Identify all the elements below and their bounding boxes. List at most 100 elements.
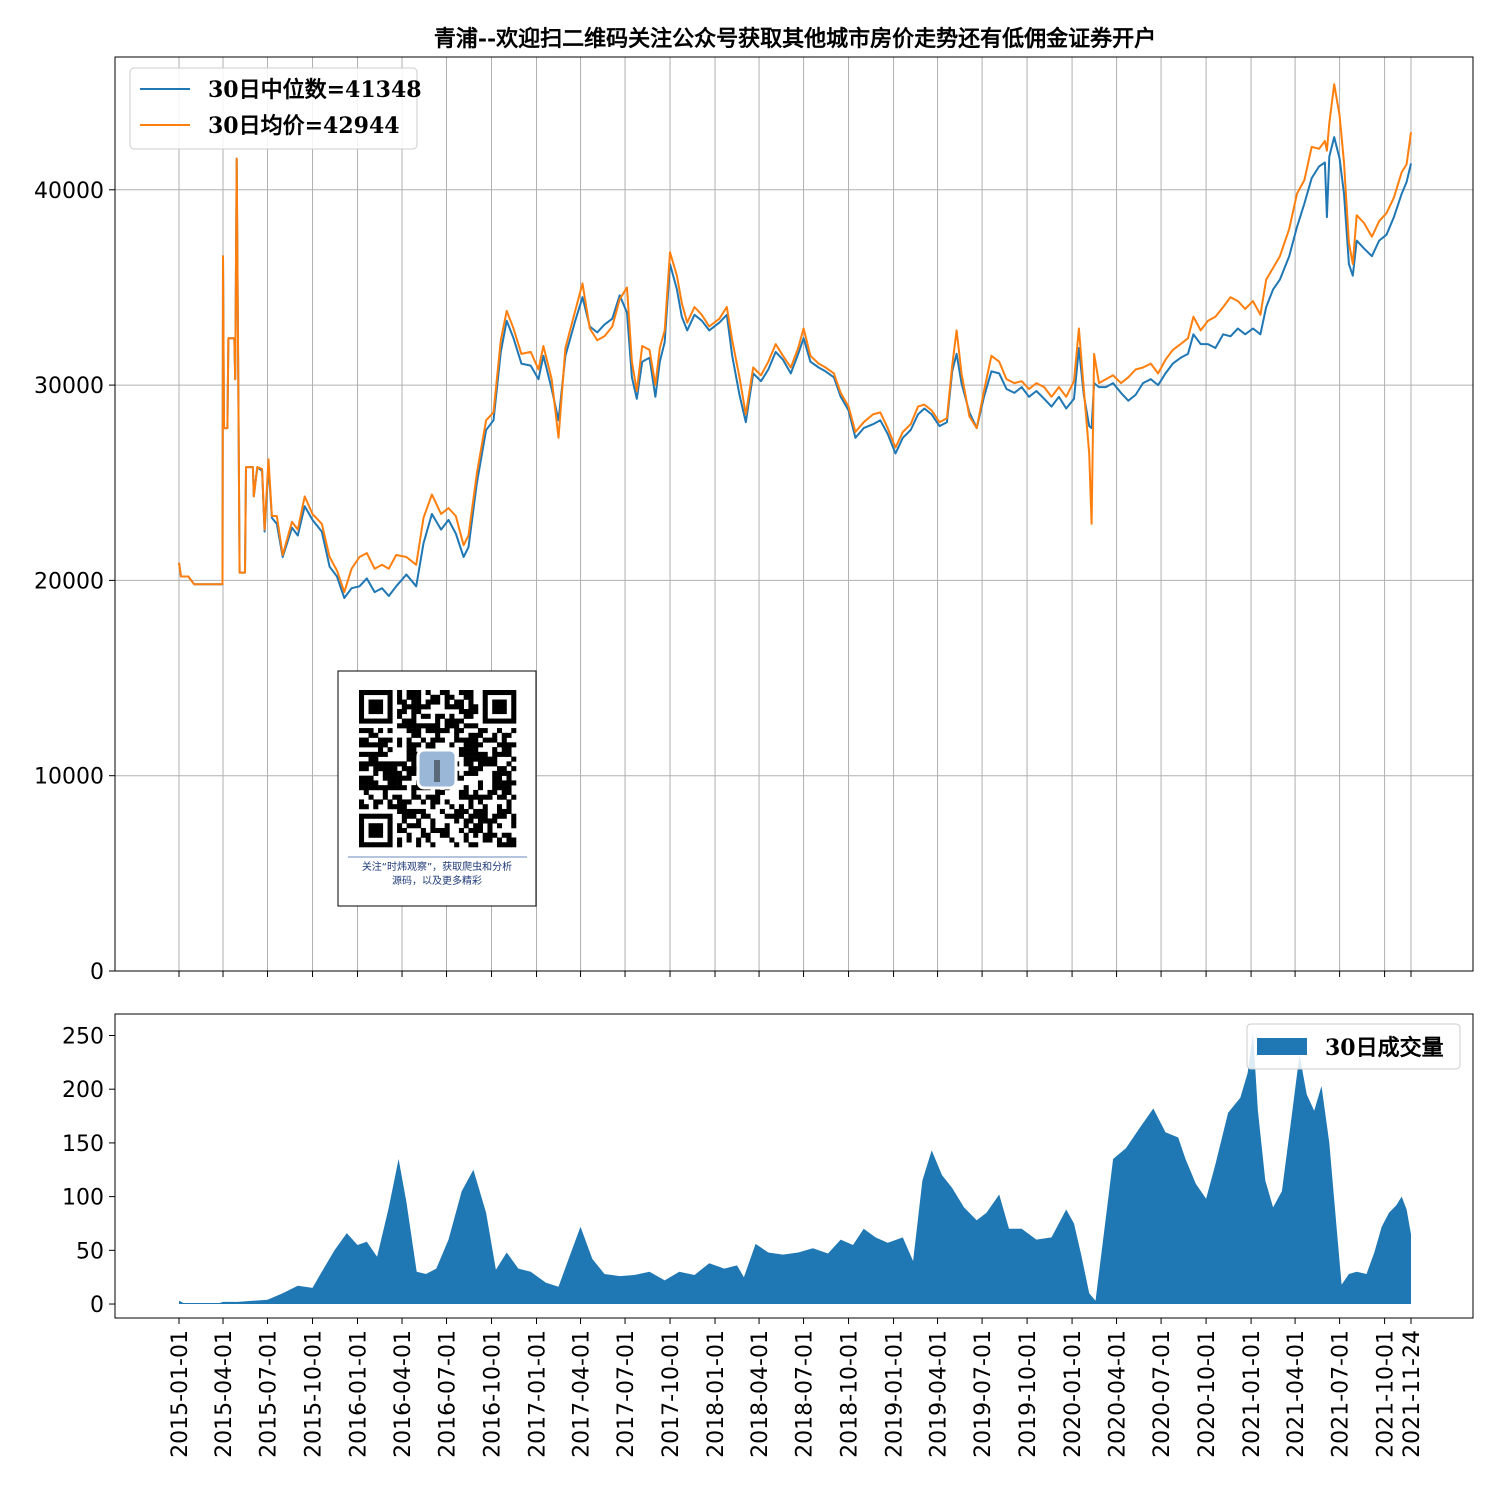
- qr-module: [406, 737, 412, 743]
- qr-module: [430, 699, 436, 705]
- price-y-tick-label: 40000: [34, 179, 104, 204]
- qr-module: [496, 690, 503, 696]
- qr-module: [435, 732, 441, 738]
- qr-module: [501, 747, 507, 753]
- qr-module: [463, 832, 469, 838]
- qr-module: [473, 832, 479, 838]
- qr-module: [501, 794, 507, 800]
- qr-module: [368, 827, 374, 834]
- qr-module: [463, 713, 469, 719]
- qr-module: [430, 742, 436, 748]
- volume-legend: 30日成交量: [1246, 1023, 1461, 1070]
- qr-module: [468, 794, 474, 800]
- qr-module: [454, 704, 460, 710]
- qr-module: [468, 842, 474, 848]
- qr-module: [444, 704, 450, 710]
- legend-label-mean: 30日均价=42944: [208, 113, 400, 139]
- qr-module: [406, 837, 412, 843]
- qr-module: [397, 737, 403, 743]
- qr-module: [463, 742, 469, 748]
- qr-module: [373, 780, 379, 786]
- qr-module: [411, 813, 417, 819]
- price-plot-frame: [114, 56, 1474, 972]
- volume-area-fill: [179, 1033, 1411, 1304]
- qr-module: [368, 842, 374, 848]
- qr-module: [387, 694, 393, 700]
- qr-module: [401, 766, 407, 772]
- volume-x-tick-label: 2020-04-01: [1106, 1330, 1131, 1458]
- qr-module: [387, 737, 393, 743]
- price-legend: 30日中位数=41348 30日均价=42944: [129, 67, 422, 150]
- qr-module: [359, 842, 365, 848]
- qr-module: [435, 789, 441, 795]
- qr-module: [463, 794, 469, 800]
- qr-module: [406, 770, 412, 776]
- qr-module: [511, 813, 517, 819]
- volume-x-tick-label: 2021-11-24: [1400, 1330, 1425, 1458]
- qr-module: [482, 690, 488, 696]
- qr-module: [468, 709, 474, 715]
- qr-module: [506, 808, 512, 814]
- qr-module: [496, 813, 503, 819]
- qr-module: [416, 818, 422, 824]
- qr-module: [463, 747, 469, 753]
- qr-module: [392, 766, 398, 772]
- qr-module: [359, 737, 365, 743]
- qr-module: [425, 728, 431, 734]
- volume-y-tick-label: 200: [62, 1078, 104, 1103]
- qr-module: [406, 751, 412, 757]
- qr-module: [463, 789, 469, 795]
- qr-module: [477, 761, 483, 767]
- qr-module: [406, 756, 412, 762]
- qr-module: [473, 794, 479, 800]
- qr-module: [482, 704, 488, 710]
- qr-module: [496, 699, 503, 705]
- qr-module: [454, 723, 460, 729]
- qr-module: [401, 818, 407, 824]
- mean-price-line: [178, 83, 1412, 594]
- qr-module: [487, 756, 493, 762]
- qr-module: [359, 761, 365, 767]
- qr-module: [458, 813, 464, 819]
- qr-module: [463, 837, 469, 843]
- qr-module: [416, 694, 422, 700]
- qr-module: [420, 799, 426, 805]
- qr-module: [463, 761, 469, 767]
- qr-module: [435, 718, 441, 724]
- qr-code-icon: [359, 690, 517, 848]
- qr-module: [411, 770, 417, 776]
- qr-module: [468, 761, 474, 767]
- median-price-line: [178, 136, 1412, 599]
- qr-module: [382, 766, 388, 772]
- volume-x-tick-label: 2015-07-01: [257, 1330, 282, 1458]
- qr-module: [425, 690, 431, 696]
- qr-module: [387, 799, 393, 805]
- qr-module: [444, 823, 450, 829]
- qr-module: [373, 756, 379, 762]
- qr-module: [435, 794, 441, 800]
- volume-x-tick-label: 2019-07-01: [971, 1330, 996, 1458]
- qr-module: [506, 690, 512, 696]
- qr-module: [359, 780, 365, 786]
- legend-box: [129, 67, 418, 150]
- qr-module: [482, 808, 488, 814]
- qr-module: [468, 818, 474, 824]
- qr-module: [482, 794, 488, 800]
- qr-module: [473, 747, 479, 753]
- qr-module: [477, 756, 483, 762]
- qr-module: [506, 785, 512, 791]
- qr-module: [501, 780, 507, 786]
- qr-module: [477, 785, 483, 791]
- qr-module: [373, 718, 379, 724]
- qr-module: [463, 785, 469, 791]
- volume-y-tick-label: 50: [76, 1239, 104, 1264]
- qr-module: [496, 785, 503, 791]
- qr-module: [492, 789, 498, 795]
- qr-module: [387, 718, 393, 724]
- qr-module: [363, 780, 369, 786]
- qr-module: [473, 766, 479, 772]
- qr-module: [492, 690, 498, 696]
- qr-module: [397, 699, 403, 705]
- qr-module: [420, 808, 426, 814]
- chart-title: 青浦--欢迎扫二维码关注公众号获取其他城市房价走势还有低佣金证券开户: [434, 26, 1156, 52]
